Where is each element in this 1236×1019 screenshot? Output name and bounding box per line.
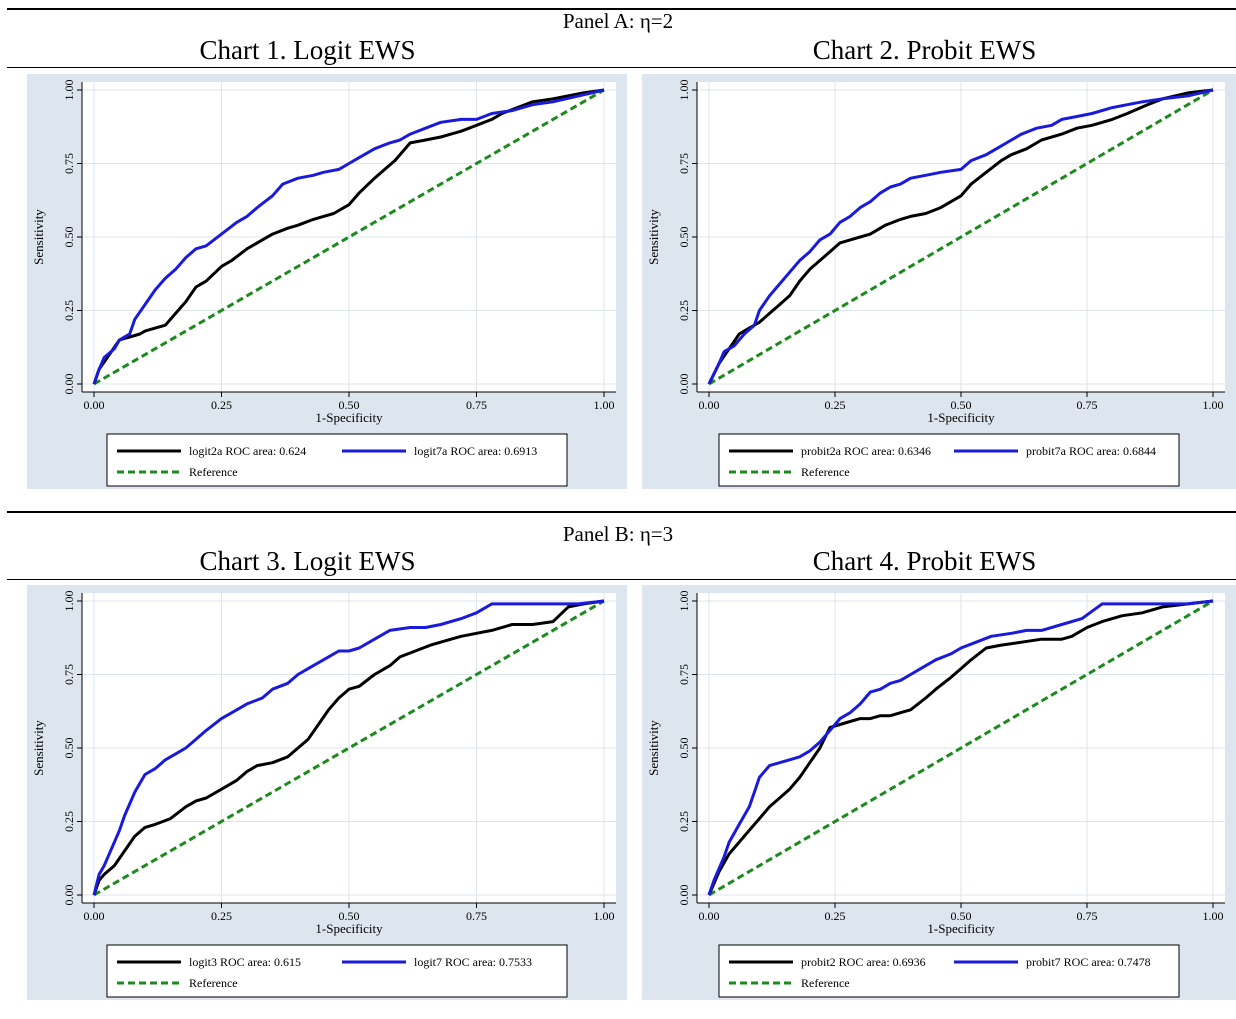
chart-3: 0.00 0.00 0.25 0.25 0.50 0.50 0.75 0.75 1.00 1.00…: [27, 585, 627, 1000]
legend-label: probit2 ROC area: 0.6936: [801, 955, 926, 969]
y-tick-label: 0.50: [62, 227, 76, 248]
x-tick-label: 1.00: [1203, 909, 1224, 923]
y-tick-label: 0.50: [62, 738, 76, 759]
y-tick-label: 1.00: [62, 80, 76, 101]
y-tick-label: 1.00: [677, 80, 691, 101]
y-tick-label: 0.75: [62, 664, 76, 685]
y-tick-label: 0.00: [62, 885, 76, 906]
legend-box: [106, 944, 568, 998]
y-tick-label: 0.50: [677, 227, 691, 248]
panel-a-rule: [7, 67, 1236, 68]
x-tick-label: 1.00: [1203, 398, 1224, 412]
panel-b-top-rule: [7, 511, 1236, 513]
chart-svg: 0.00 0.00 0.25 0.25 0.50 0.50 0.75 0.75 1.00 1.00…: [31, 591, 616, 998]
legend-label: probit7a ROC area: 0.6844: [1026, 444, 1156, 458]
x-tick-label: 0.75: [1077, 909, 1098, 923]
roc-curve-1: [92, 599, 605, 896]
y-tick-label: 1.00: [62, 591, 76, 612]
roc-curve-2: [92, 599, 605, 896]
y-tick-label: 0.00: [62, 374, 76, 395]
legend-label: Reference: [801, 976, 850, 990]
chart-2: 0.00 0.00 0.25 0.25 0.50 0.50 0.75 0.75 1.00 1.00…: [642, 74, 1236, 489]
x-tick-label: 0.75: [466, 909, 487, 923]
legend-label: logit7 ROC area: 0.7533: [414, 955, 532, 969]
legend-label: logit2a ROC area: 0.624: [189, 444, 306, 458]
panel-a-title: Panel A: η=2: [562, 9, 674, 33]
chart-1: 0.00 0.00 0.25 0.25 0.50 0.50 0.75 0.75 1.00 1.00…: [27, 74, 627, 489]
x-tick-label: 0.25: [211, 909, 232, 923]
reference-line: [708, 88, 1214, 386]
y-tick-label: 0.25: [677, 300, 691, 321]
panel-b-rule: [7, 579, 1236, 580]
x-tick-label: 0.00: [84, 909, 105, 923]
legend-label: logit3 ROC area: 0.615: [189, 955, 301, 969]
x-axis-title: 1-Specificity: [315, 921, 383, 936]
top-rule: [7, 8, 1236, 10]
chart-1-title: Chart 1. Logit EWS: [199, 35, 416, 65]
y-axis-title: Sensitivity: [31, 209, 46, 265]
x-tick-label: 1.00: [594, 398, 615, 412]
legend-label: Reference: [189, 976, 238, 990]
legend-label: logit7a ROC area: 0.6913: [414, 444, 537, 458]
y-tick-label: 0.25: [677, 811, 691, 832]
x-tick-label: 1.00: [594, 909, 615, 923]
y-axis-title: Sensitivity: [646, 209, 661, 265]
y-tick-label: 1.00: [677, 591, 691, 612]
chart-4: 0.00 0.00 0.25 0.25 0.50 0.50 0.75 0.75 1.00 1.00…: [642, 585, 1236, 1000]
x-tick-label: 0.75: [1077, 398, 1098, 412]
roc-curve-2: [707, 88, 1214, 385]
legend-label: Reference: [801, 465, 850, 479]
reference-line: [93, 88, 605, 386]
x-tick-label: 0.75: [466, 398, 487, 412]
y-tick-label: 0.75: [677, 664, 691, 685]
x-axis-title: 1-Specificity: [927, 410, 995, 425]
roc-curve-1: [707, 88, 1214, 385]
panel-b-title: Panel B: η=3: [562, 522, 674, 546]
roc-curve-1: [707, 599, 1214, 896]
x-tick-label: 0.00: [84, 398, 105, 412]
roc-curve-2: [92, 88, 605, 385]
x-tick-label: 0.50: [339, 398, 360, 412]
x-tick-label: 0.25: [211, 398, 232, 412]
x-tick-label: 0.00: [699, 398, 720, 412]
chart-4-title: Chart 4. Probit EWS: [812, 546, 1037, 576]
x-tick-label: 0.50: [951, 909, 972, 923]
x-tick-label: 0.00: [699, 909, 720, 923]
y-tick-label: 0.00: [677, 885, 691, 906]
x-tick-label: 0.25: [825, 909, 846, 923]
y-tick-label: 0.25: [62, 300, 76, 321]
chart-svg: 0.00 0.00 0.25 0.25 0.50 0.50 0.75 0.75 1.00 1.00…: [646, 80, 1225, 487]
roc-curve-2: [707, 599, 1214, 896]
legend-label: probit7 ROC area: 0.7478: [1026, 955, 1151, 969]
x-axis-title: 1-Specificity: [315, 410, 383, 425]
y-axis-title: Sensitivity: [31, 720, 46, 776]
y-tick-label: 0.25: [62, 811, 76, 832]
y-tick-label: 0.75: [677, 153, 691, 174]
x-axis-title: 1-Specificity: [927, 921, 995, 936]
y-axis-title: Sensitivity: [646, 720, 661, 776]
legend-box: [106, 433, 568, 487]
roc-curve-1: [92, 88, 605, 385]
y-tick-label: 0.75: [62, 153, 76, 174]
legend-label: Reference: [189, 465, 238, 479]
x-tick-label: 0.50: [339, 909, 360, 923]
legend-label: probit2a ROC area: 0.6346: [801, 444, 931, 458]
chart-3-title: Chart 3. Logit EWS: [199, 546, 416, 576]
x-tick-label: 0.25: [825, 398, 846, 412]
x-tick-label: 0.50: [951, 398, 972, 412]
y-tick-label: 0.50: [677, 738, 691, 759]
reference-line: [708, 599, 1214, 897]
chart-2-title: Chart 2. Probit EWS: [812, 35, 1037, 65]
chart-svg: 0.00 0.00 0.25 0.25 0.50 0.50 0.75 0.75 1.00 1.00…: [646, 591, 1225, 998]
legend-box: [718, 944, 1180, 998]
y-tick-label: 0.00: [677, 374, 691, 395]
legend-box: [718, 433, 1180, 487]
reference-line: [93, 599, 605, 897]
chart-svg: 0.00 0.00 0.25 0.25 0.50 0.50 0.75 0.75 1.00 1.00…: [31, 80, 616, 487]
